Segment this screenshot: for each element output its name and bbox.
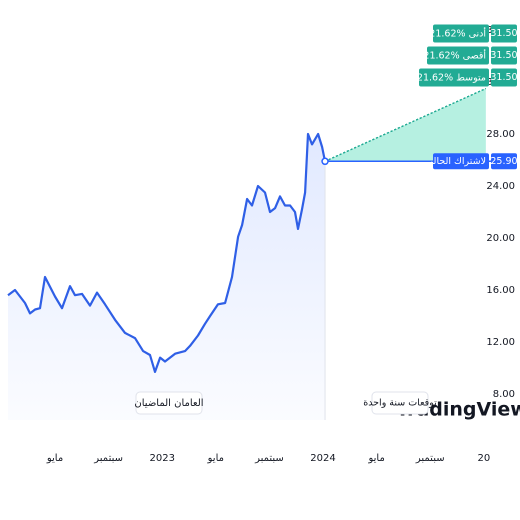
forecast-section-label: توقعات سنة واحدة <box>363 398 437 409</box>
forecast-change: +21.62% <box>421 28 465 39</box>
current-value-bg <box>491 153 517 170</box>
x-tick-label: سبتمبر <box>254 453 284 464</box>
y-tick-label: 12.00 <box>486 337 515 348</box>
forecast-name: أدنى <box>469 26 487 39</box>
forecast-label: +21.62% متوسط <box>409 72 486 83</box>
y-tick-label: 28.00 <box>486 129 515 140</box>
current-dot <box>321 157 329 166</box>
forecast-value: 31.50 <box>490 72 517 83</box>
x-tick-label: سبتمبر <box>415 453 445 464</box>
forecast-label: +21.62% أدنى <box>421 26 486 39</box>
forecast-value: 31.50 <box>490 28 517 39</box>
forecast-value: 31.50 <box>490 50 517 61</box>
price-line <box>7 132 327 373</box>
current-value: 25.90 <box>490 156 517 167</box>
current-label: لاشتراك الحالي <box>426 156 486 167</box>
forecast-change: +21.62% <box>415 50 459 61</box>
forecast-value-bg <box>491 24 517 43</box>
past-label: العامان الماضيان <box>134 398 203 409</box>
y-tick-label: 24.00 <box>486 181 515 192</box>
forecast-value-bg <box>491 46 517 65</box>
x-tick-label: سبتمبر <box>93 453 123 464</box>
forecast-label-bg <box>433 24 489 43</box>
y-tick-label: 8.00 <box>493 389 515 400</box>
forecast-label-bg <box>419 68 489 87</box>
x-tick-label: مايو <box>207 453 224 464</box>
x-tick-label: 2024 <box>310 453 335 464</box>
x-tick-label: مايو <box>367 453 384 464</box>
x-tick-label: مايو <box>46 453 63 464</box>
y-tick-label: 20.00 <box>486 233 515 244</box>
price-area <box>8 134 326 420</box>
forecast-label: +21.62% أقصى <box>415 48 486 61</box>
x-tick-label: 2023 <box>150 453 175 464</box>
current-label-bg <box>433 153 489 170</box>
forecast-value-bg <box>491 68 517 87</box>
y-tick-label: 16.00 <box>486 285 515 296</box>
forecast-change: +21.62% <box>409 72 453 83</box>
forecast-name: أقصى <box>463 48 487 61</box>
forecast-label-box <box>371 391 429 415</box>
forecast-name: متوسط <box>456 72 486 83</box>
forecast-label-bg <box>427 46 489 65</box>
x-tick-label: 20 <box>477 453 490 464</box>
forecast-line <box>324 87 487 162</box>
past-label-bg <box>135 391 203 415</box>
